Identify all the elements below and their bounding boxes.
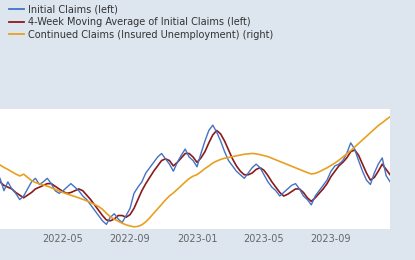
Legend: Initial Claims (left), 4-Week Moving Average of Initial Claims (left), Continued: Initial Claims (left), 4-Week Moving Ave…	[9, 5, 274, 40]
